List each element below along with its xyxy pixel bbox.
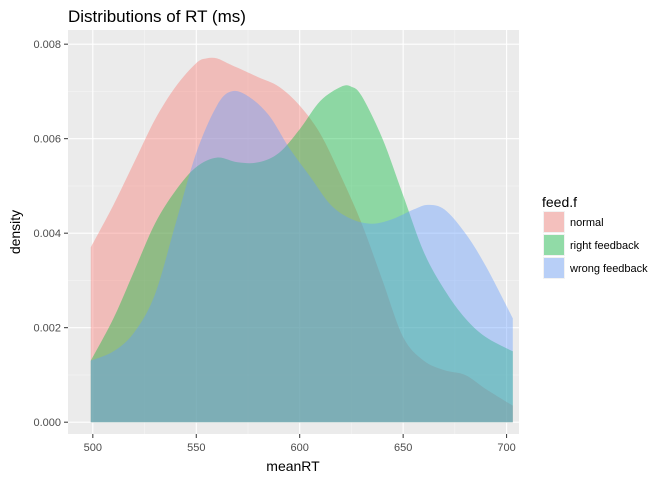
y-axis-title: density [7,210,23,254]
major-grid [68,30,519,434]
legend-swatch-right-feedback [544,235,564,255]
x-tick-label: 650 [394,442,412,454]
x-axis-title: meanRT [266,458,320,474]
density-areas [90,57,513,423]
chart-title: Distributions of RT (ms) [68,7,246,26]
legend-key-background [543,257,565,279]
y-tick-label: 0.008 [33,39,61,51]
legend-label-wrong-feedback: wrong feedback [569,263,648,275]
density-area-normal [90,57,513,423]
x-tick-label: 600 [291,442,309,454]
density-area-wrong-feedback [90,90,513,423]
y-tick-label: 0.004 [33,228,61,240]
x-tick-label: 700 [497,442,515,454]
legend-swatch-wrong-feedback [544,258,564,278]
legend-items: normal right feedback wrong feedback [543,211,648,279]
panel-background [68,30,519,434]
x-tick-label: 550 [187,442,205,454]
y-tick-label: 0.002 [33,323,61,335]
x-axis-ticks: 500 550 600 650 700 [84,434,516,454]
minor-grid [68,30,519,434]
y-tick-label: 0.000 [33,417,61,429]
legend-swatch-normal [544,212,564,232]
legend-title: feed.f [542,194,577,210]
density-area-right-feedback [90,85,513,423]
legend: feed.f normal right feedback wrong feedbac… [542,194,648,279]
x-tick-label: 500 [84,442,102,454]
legend-key-background [543,234,565,256]
y-axis-ticks: 0.000 0.002 0.004 0.006 0.008 [33,39,68,429]
legend-label-normal: normal [570,217,604,229]
legend-key-background [543,211,565,233]
y-tick-label: 0.006 [33,134,61,146]
legend-label-right-feedback: right feedback [570,240,640,252]
